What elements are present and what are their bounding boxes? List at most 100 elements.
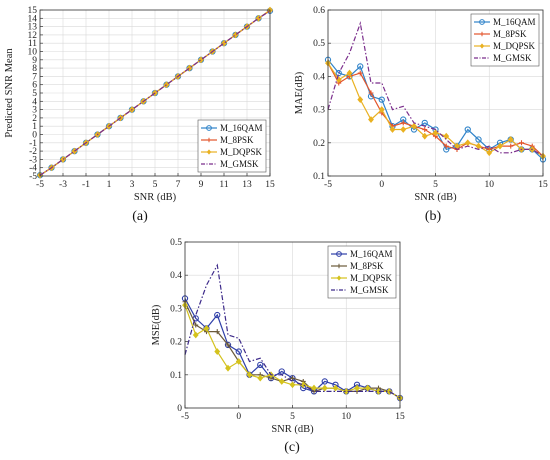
data-point [378, 96, 385, 103]
y-tick-label: 0.4 [313, 72, 325, 82]
y-tick-label: 0.4 [170, 271, 182, 281]
y-axis-label: Predicted SNR Mean [4, 48, 15, 138]
y-tick-label: 5 [32, 89, 37, 99]
data-point [508, 143, 514, 149]
data-point [257, 361, 264, 368]
legend-label: M_DQPSK [350, 273, 393, 283]
x-tick-label: 10 [485, 180, 495, 190]
legend-marker [479, 43, 485, 49]
legend-label: M_16QAM [350, 249, 393, 259]
y-tick-label: 9 [32, 56, 37, 66]
y-tick-label: 12 [28, 31, 38, 41]
data-point [507, 136, 514, 143]
legend-label: M_DQPSK [220, 147, 263, 157]
data-point [289, 381, 296, 389]
data-point [214, 348, 221, 355]
legend-marker [336, 251, 342, 257]
data-point [421, 132, 428, 140]
data-point [443, 143, 449, 149]
data-point [235, 348, 242, 355]
legend-marker [206, 125, 212, 131]
data-point [389, 126, 396, 133]
x-tick-label: 15 [265, 180, 275, 190]
data-point [364, 384, 371, 392]
y-tick-label: 0.1 [170, 371, 182, 381]
panel-caption: (a) [132, 209, 148, 224]
panel-caption: (b) [425, 209, 442, 224]
y-tick-label: 6 [32, 81, 37, 91]
y-axis-label: MAE(dB) [294, 71, 305, 114]
data-point [203, 324, 210, 332]
y-tick-label: 0.6 [313, 6, 325, 16]
data-point [497, 142, 503, 150]
legend-label: M_16QAM [493, 17, 536, 27]
legend-label: M_DQPSK [493, 41, 536, 51]
series-line-m_gmsk [327, 20, 544, 157]
data-point [411, 122, 417, 130]
series-line-m_gmsk [39, 10, 271, 176]
panel-caption: (c) [284, 440, 300, 455]
x-tick-label: 15 [395, 412, 405, 422]
legend-marker [206, 137, 212, 143]
data-point [321, 378, 328, 385]
data-point [368, 116, 374, 123]
data-point [257, 374, 264, 382]
axes-frame [184, 241, 401, 409]
data-point [357, 63, 364, 70]
data-point [321, 384, 328, 392]
legend-box [197, 119, 267, 173]
data-point [289, 374, 296, 382]
y-tick-label: 0 [177, 404, 182, 414]
x-tick-label: -1 [82, 180, 90, 190]
data-point [486, 149, 493, 157]
data-point [278, 368, 285, 375]
data-point [290, 375, 295, 381]
x-tick-label: 5 [153, 180, 158, 190]
y-tick-label: 4 [32, 97, 37, 107]
y-tick-label: 13 [28, 23, 38, 33]
data-point [400, 126, 407, 133]
data-point [60, 155, 66, 163]
y-tick-label: 1 [32, 122, 37, 132]
y-tick-label: 0.2 [170, 338, 182, 348]
data-point [354, 384, 360, 392]
x-tick-label: 15 [538, 180, 548, 190]
y-tick-label: -5 [29, 172, 37, 182]
data-point [225, 342, 231, 348]
y-tick-label: 7 [32, 72, 37, 82]
data-point [475, 136, 482, 143]
x-tick-label: -5 [324, 180, 332, 190]
x-tick-label: 3 [130, 180, 135, 190]
legend-label: M_8PSK [493, 29, 527, 39]
data-point [214, 329, 220, 335]
legend-label: M_16QAM [220, 123, 263, 133]
data-point [422, 127, 428, 133]
y-tick-label: 0.3 [313, 106, 325, 116]
chart-panel-1: -5 -3 -1 1 3 5 7 9 11 13 15-5-4-3-2-10123456789101… [4, 6, 275, 224]
y-tick-label: 2 [32, 114, 37, 124]
x-tick-label: 5 [290, 412, 295, 422]
data-point [246, 371, 253, 379]
legend-label: M_GMSK [493, 53, 532, 63]
data-point [519, 140, 524, 146]
y-axis-label: MSE(dB) [151, 304, 162, 345]
legend: M_16QAM M_8PSK M_DQPSK M_GMSK [197, 119, 267, 173]
x-tick-label: -3 [59, 180, 67, 190]
legend: M_16QAM M_8PSK M_DQPSK M_GMSK [470, 13, 540, 67]
legend: M_16QAM M_8PSK M_DQPSK M_GMSK [327, 245, 397, 299]
data-point [332, 384, 339, 392]
axes-frame [327, 9, 544, 177]
y-tick-label: -1 [29, 139, 37, 149]
x-tick-label: 9 [199, 180, 204, 190]
legend-label: M_GMSK [220, 159, 259, 169]
y-tick-label: 15 [28, 6, 38, 16]
y-tick-label: 0.2 [313, 139, 325, 149]
x-tick-label: 7 [176, 180, 181, 190]
data-point [386, 387, 393, 395]
data-point [193, 322, 199, 328]
data-point [343, 387, 350, 395]
data-point [192, 331, 199, 339]
legend-marker [479, 31, 485, 37]
data-point [235, 358, 242, 365]
